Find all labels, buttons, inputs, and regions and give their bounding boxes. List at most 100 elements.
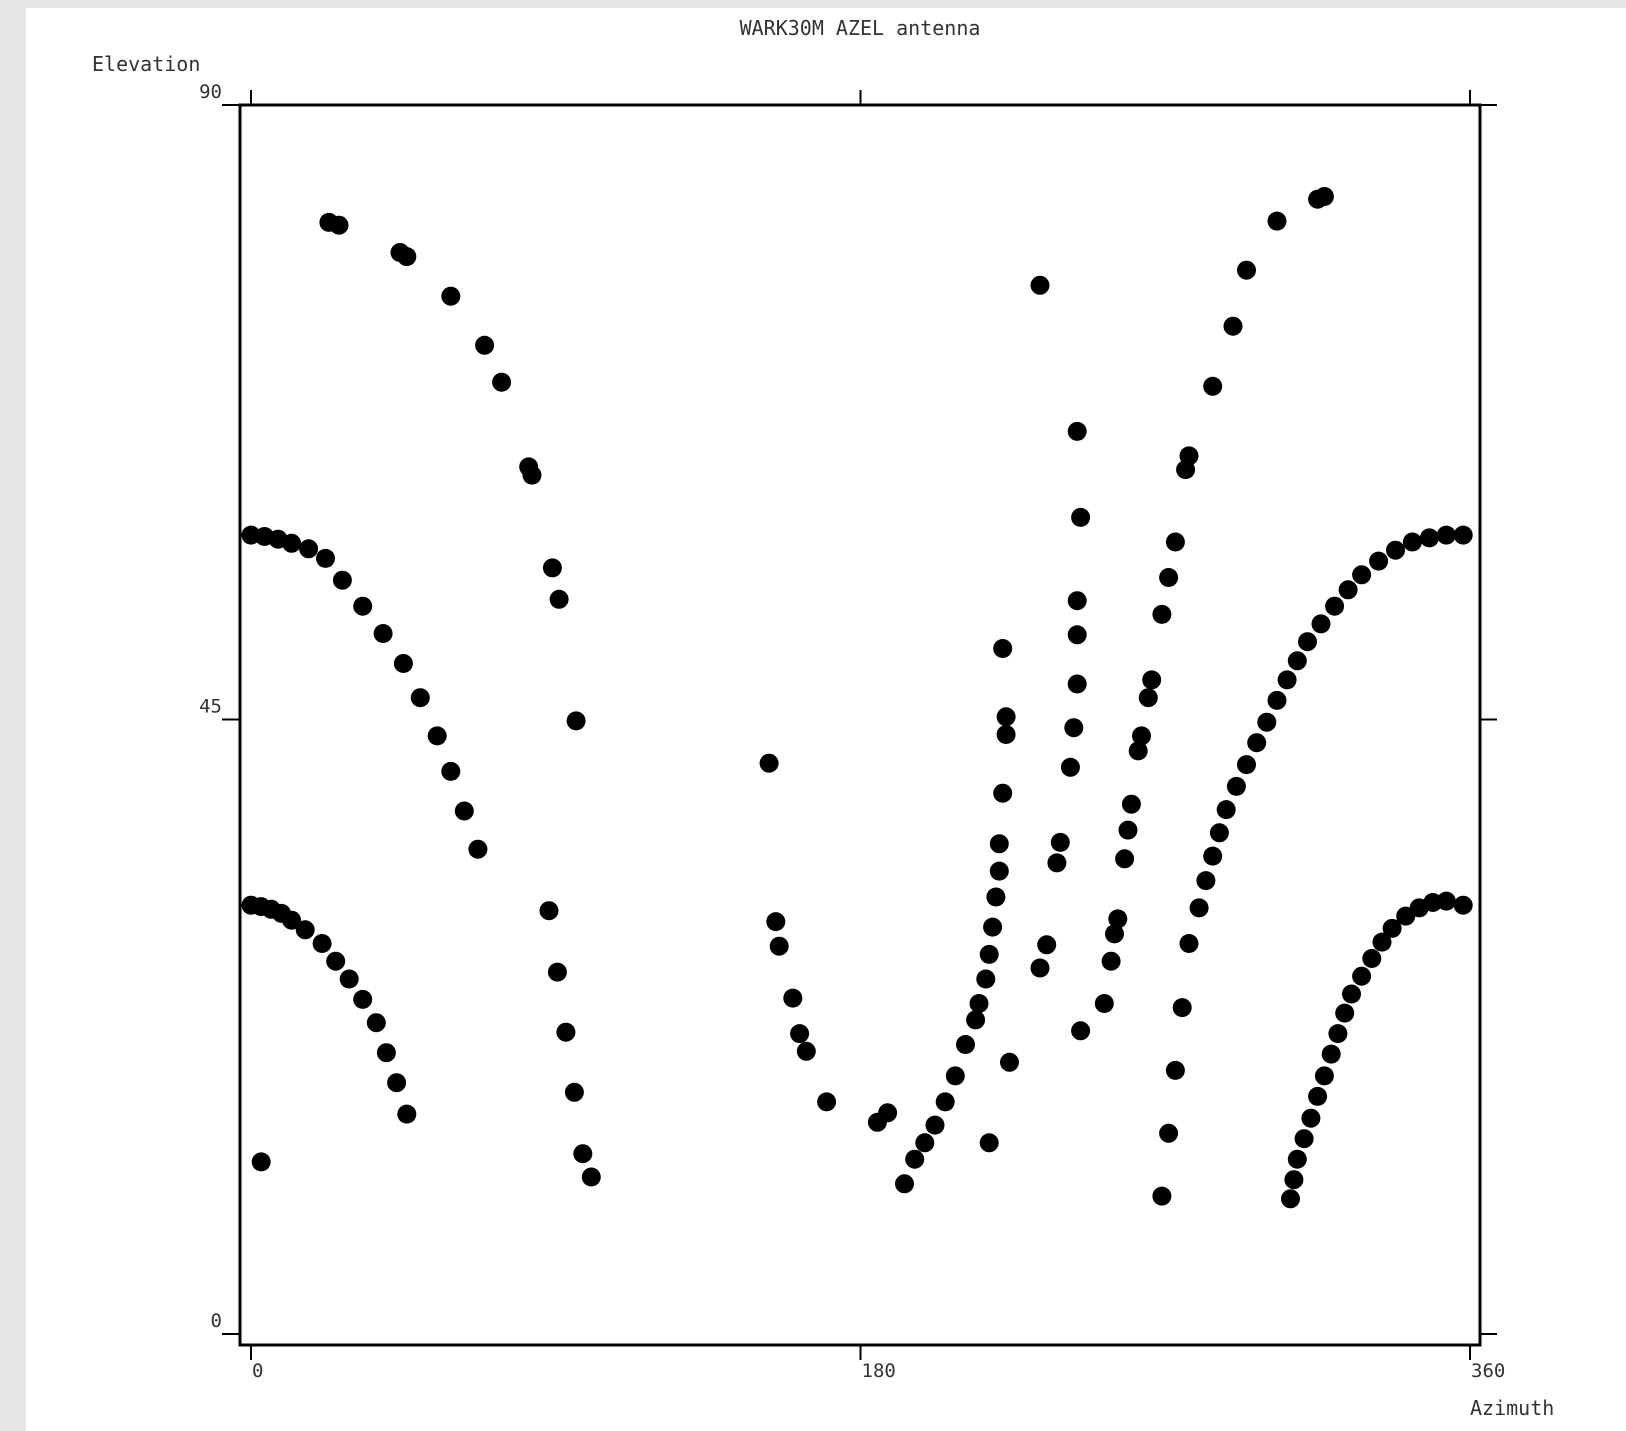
data-point	[1037, 935, 1057, 955]
data-point	[1132, 726, 1151, 746]
data-point	[1142, 670, 1162, 690]
data-point	[1108, 909, 1128, 929]
data-point	[549, 589, 569, 609]
data-point	[1179, 934, 1199, 953]
x-tick-label: 0	[252, 1360, 263, 1382]
data-point	[989, 834, 1009, 854]
data-point	[373, 624, 393, 643]
data-point	[393, 654, 413, 673]
data-point	[1453, 895, 1473, 915]
data-point	[1067, 625, 1087, 645]
data-point	[1237, 755, 1256, 775]
data-point	[983, 917, 1003, 937]
y-tick-label: 0	[211, 1310, 222, 1332]
data-point	[1277, 670, 1297, 690]
data-point	[1203, 846, 1223, 866]
data-point	[1402, 532, 1422, 552]
data-point	[387, 1073, 407, 1093]
data-point	[1152, 1186, 1172, 1206]
data-point	[468, 839, 488, 859]
data-point	[1152, 604, 1172, 624]
data-point	[376, 1043, 396, 1063]
data-point	[766, 912, 786, 932]
data-point	[996, 707, 1016, 727]
data-point	[282, 533, 302, 553]
data-point	[1436, 891, 1456, 911]
data-point	[1325, 596, 1345, 616]
data-point	[332, 570, 352, 590]
data-point	[969, 994, 989, 1013]
data-point	[1342, 984, 1361, 1004]
data-point	[441, 286, 461, 306]
data-point	[522, 465, 542, 485]
data-point	[1050, 832, 1070, 852]
data-point	[1094, 994, 1114, 1013]
data-point	[441, 761, 461, 781]
data-point	[1308, 1086, 1328, 1106]
data-point	[1067, 674, 1087, 694]
x-axis-label: Azimuth	[1470, 1396, 1554, 1420]
data-point	[1382, 918, 1402, 938]
data-point	[1209, 823, 1229, 843]
chart-paper	[26, 8, 1626, 1431]
x-tick-label: 180	[862, 1360, 896, 1382]
y-tick-label: 90	[199, 81, 222, 103]
data-point	[353, 596, 373, 616]
data-point	[979, 1133, 999, 1153]
data-point	[1386, 540, 1405, 560]
data-point	[1047, 853, 1067, 873]
data-point	[1216, 800, 1236, 820]
data-point	[542, 558, 562, 578]
data-point	[1453, 525, 1473, 545]
data-point	[397, 247, 417, 267]
data-point	[966, 1010, 986, 1030]
y-tick-label: 45	[199, 696, 222, 718]
data-point	[547, 962, 567, 982]
data-point	[905, 1149, 925, 1169]
data-point	[1436, 525, 1456, 545]
data-point	[895, 1174, 914, 1194]
data-point	[925, 1115, 945, 1135]
data-point	[1071, 1021, 1091, 1041]
data-point	[1179, 446, 1199, 466]
data-point	[915, 1133, 935, 1153]
data-point	[1301, 1108, 1321, 1128]
data-point	[1067, 591, 1087, 611]
data-point	[1203, 376, 1223, 396]
data-point	[878, 1103, 898, 1123]
axis-ticks: 0 180 360 0 45 90	[199, 81, 1505, 1382]
data-point	[1064, 718, 1084, 738]
data-point	[945, 1066, 965, 1086]
data-point	[539, 901, 559, 921]
data-point	[1267, 211, 1287, 231]
data-point	[1067, 421, 1087, 441]
data-point	[817, 1092, 837, 1112]
data-point	[397, 1104, 417, 1124]
data-point	[769, 936, 789, 956]
data-point	[1165, 532, 1185, 552]
data-point	[454, 801, 474, 821]
data-point	[1287, 651, 1307, 671]
data-point	[1338, 580, 1358, 600]
data-point	[1314, 1066, 1334, 1086]
data-point	[1121, 794, 1141, 814]
data-point	[427, 726, 447, 746]
data-points	[241, 187, 1473, 1209]
chart-title: WARK30M AZEL antenna	[740, 16, 981, 40]
data-point	[1257, 712, 1277, 732]
y-axis-label: Elevation	[92, 52, 200, 76]
data-point	[366, 1013, 386, 1033]
data-point	[1352, 966, 1372, 986]
data-point	[979, 944, 999, 964]
data-point	[1298, 632, 1317, 652]
data-point	[1287, 1149, 1307, 1169]
data-point	[1196, 871, 1216, 891]
data-point	[1060, 757, 1080, 777]
data-point	[1284, 1170, 1304, 1190]
data-point	[976, 969, 996, 989]
data-point	[796, 1041, 816, 1061]
data-point	[1189, 898, 1209, 918]
data-point	[566, 711, 586, 731]
data-point	[1314, 187, 1334, 206]
